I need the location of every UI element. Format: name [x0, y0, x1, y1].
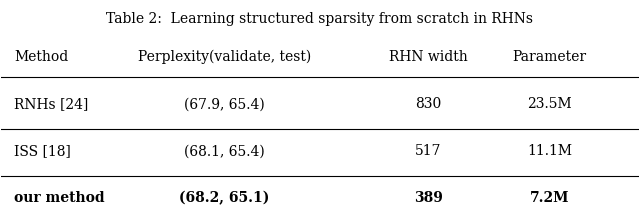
Text: 11.1M: 11.1M — [527, 144, 572, 158]
Text: Parameter: Parameter — [513, 50, 586, 64]
Text: (67.9, 65.4): (67.9, 65.4) — [184, 97, 265, 111]
Text: RNHs [24]: RNHs [24] — [14, 97, 88, 111]
Text: Perplexity(validate, test): Perplexity(validate, test) — [138, 50, 311, 64]
Text: 7.2M: 7.2M — [530, 191, 569, 205]
Text: ISS [18]: ISS [18] — [14, 144, 71, 158]
Text: 517: 517 — [415, 144, 442, 158]
Text: our method: our method — [14, 191, 105, 205]
Text: (68.1, 65.4): (68.1, 65.4) — [184, 144, 265, 158]
Text: Table 2:  Learning structured sparsity from scratch in RHNs: Table 2: Learning structured sparsity fr… — [106, 12, 534, 26]
Text: Method: Method — [14, 50, 68, 64]
Text: 830: 830 — [415, 97, 442, 111]
Text: RHN width: RHN width — [389, 50, 468, 64]
Text: 23.5M: 23.5M — [527, 97, 572, 111]
Text: (68.2, 65.1): (68.2, 65.1) — [179, 191, 269, 205]
Text: 389: 389 — [414, 191, 443, 205]
